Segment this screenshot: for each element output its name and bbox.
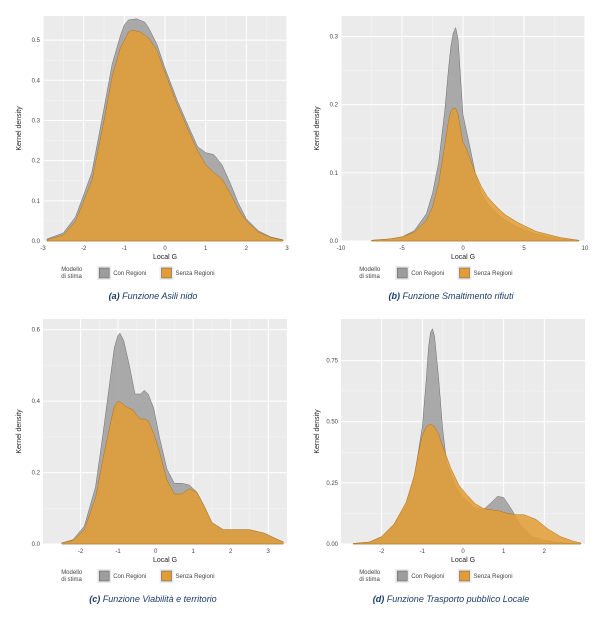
svg-text:Modello: Modello <box>61 570 83 576</box>
caption-label-d: (d) <box>373 594 385 604</box>
svg-text:10: 10 <box>582 246 589 252</box>
svg-text:0.3: 0.3 <box>330 34 339 40</box>
svg-text:0.0: 0.0 <box>32 542 41 548</box>
svg-text:Kernel density: Kernel density <box>16 106 23 151</box>
chart-a: -3 -2 -1 0 1 2 3 0.0 0.1 0.2 0.3 0.4 0.5 Local G Kerne… <box>13 10 293 287</box>
svg-text:-1: -1 <box>122 246 128 252</box>
chart-d: -2 -1 0 1 2 0.00 0.25 0.50 0.75 Local G Kernel den… <box>311 313 591 590</box>
svg-text:2: 2 <box>543 549 547 555</box>
svg-text:0.75: 0.75 <box>326 359 338 365</box>
panel-d: -2 -1 0 1 2 0.00 0.25 0.50 0.75 Local G Kernel den… <box>308 313 594 604</box>
svg-text:1: 1 <box>502 549 506 555</box>
svg-text:Senza Regioni: Senza Regioni <box>176 574 215 580</box>
svg-text:Kernel density: Kernel density <box>314 409 321 454</box>
caption-b: (b) Funzione Smaltimento rifiuti <box>388 291 513 301</box>
svg-text:di stima: di stima <box>61 577 82 583</box>
svg-text:0.3: 0.3 <box>32 118 41 124</box>
caption-a: (a) Funzione Asili nido <box>109 291 198 301</box>
caption-text-b: Funzione Smaltimento rifiuti <box>402 291 513 301</box>
svg-text:0.2: 0.2 <box>330 103 339 109</box>
caption-text-a: Funzione Asili nido <box>122 291 197 301</box>
chart-b: -10 -5 0 5 10 0.0 0.1 0.2 0.3 Local G Kernel densi… <box>311 10 591 287</box>
svg-text:0.2: 0.2 <box>32 471 41 477</box>
svg-text:2: 2 <box>229 549 233 555</box>
svg-text:0.4: 0.4 <box>32 78 41 84</box>
svg-text:-2: -2 <box>78 549 84 555</box>
svg-text:Con Regioni: Con Regioni <box>411 271 444 277</box>
svg-text:Kernel density: Kernel density <box>16 409 23 454</box>
svg-text:1: 1 <box>191 549 195 555</box>
chart-grid: -3-2-101230.00.10.20.30.40.5Local GKerne… <box>10 10 594 604</box>
caption-label-c: (c) <box>89 594 100 604</box>
svg-text:0.1: 0.1 <box>330 171 339 177</box>
svg-text:Local G: Local G <box>451 557 475 564</box>
svg-text:di stima: di stima <box>359 274 380 280</box>
svg-text:-1: -1 <box>420 549 426 555</box>
svg-text:0.00: 0.00 <box>326 542 338 548</box>
panel-b: -10 -5 0 5 10 0.0 0.1 0.2 0.3 Local G Kernel densi… <box>308 10 594 301</box>
svg-text:0.0: 0.0 <box>32 239 41 245</box>
svg-text:-2: -2 <box>81 246 87 252</box>
svg-text:Senza Regioni: Senza Regioni <box>176 271 215 277</box>
svg-text:-5: -5 <box>399 246 405 252</box>
caption-c: (c) Funzione Viabilità e territorio <box>89 594 216 604</box>
svg-text:di stima: di stima <box>61 274 82 280</box>
svg-text:0.1: 0.1 <box>32 199 41 205</box>
panel-a: -3 -2 -1 0 1 2 3 0.0 0.1 0.2 0.3 0.4 0.5 Local G Kerne… <box>10 10 296 301</box>
svg-text:3: 3 <box>267 549 271 555</box>
panel-c: -2 -1 0 1 2 3 0.0 0.2 0.4 0.6 Local G Kernel densit… <box>10 313 296 604</box>
svg-text:5: 5 <box>522 246 526 252</box>
svg-text:0.25: 0.25 <box>326 481 338 487</box>
svg-text:0.6: 0.6 <box>32 328 41 334</box>
caption-d: (d) Funzione Trasporto pubblico Locale <box>373 594 529 604</box>
svg-text:Con Regioni: Con Regioni <box>411 574 444 580</box>
svg-text:0.4: 0.4 <box>32 399 41 405</box>
svg-text:0.5: 0.5 <box>32 38 41 44</box>
svg-text:0.50: 0.50 <box>326 420 338 426</box>
svg-text:2: 2 <box>245 246 249 252</box>
svg-text:Senza Regioni: Senza Regioni <box>474 271 513 277</box>
svg-text:Con Regioni: Con Regioni <box>113 271 146 277</box>
svg-text:0: 0 <box>154 549 158 555</box>
svg-text:Kernel density: Kernel density <box>314 106 321 151</box>
svg-text:1: 1 <box>204 246 208 252</box>
svg-text:0: 0 <box>163 246 167 252</box>
svg-text:Modello: Modello <box>359 570 381 576</box>
svg-text:Local G: Local G <box>153 254 177 261</box>
svg-text:Senza Regioni: Senza Regioni <box>474 574 513 580</box>
svg-text:Local G: Local G <box>153 557 177 564</box>
svg-text:-1: -1 <box>115 549 121 555</box>
svg-text:0: 0 <box>461 549 465 555</box>
svg-text:Local G: Local G <box>451 254 475 261</box>
svg-text:-3: -3 <box>40 246 46 252</box>
svg-text:3: 3 <box>285 246 289 252</box>
svg-text:-10: -10 <box>337 246 346 252</box>
caption-text-d: Funzione Trasporto pubblico Locale <box>387 594 529 604</box>
caption-label-a: (a) <box>109 291 120 301</box>
svg-text:Modello: Modello <box>359 267 381 273</box>
caption-label-b: (b) <box>388 291 400 301</box>
svg-text:Con Regioni: Con Regioni <box>113 574 146 580</box>
svg-text:-2: -2 <box>379 549 385 555</box>
chart-c: -2 -1 0 1 2 3 0.0 0.2 0.4 0.6 Local G Kernel densit… <box>13 313 293 590</box>
caption-text-c: Funzione Viabilità e territorio <box>103 594 217 604</box>
svg-text:0.2: 0.2 <box>32 159 41 165</box>
svg-text:0: 0 <box>461 246 465 252</box>
svg-text:0.0: 0.0 <box>330 239 339 245</box>
svg-text:di stima: di stima <box>359 577 380 583</box>
svg-text:Modello: Modello <box>61 267 83 273</box>
